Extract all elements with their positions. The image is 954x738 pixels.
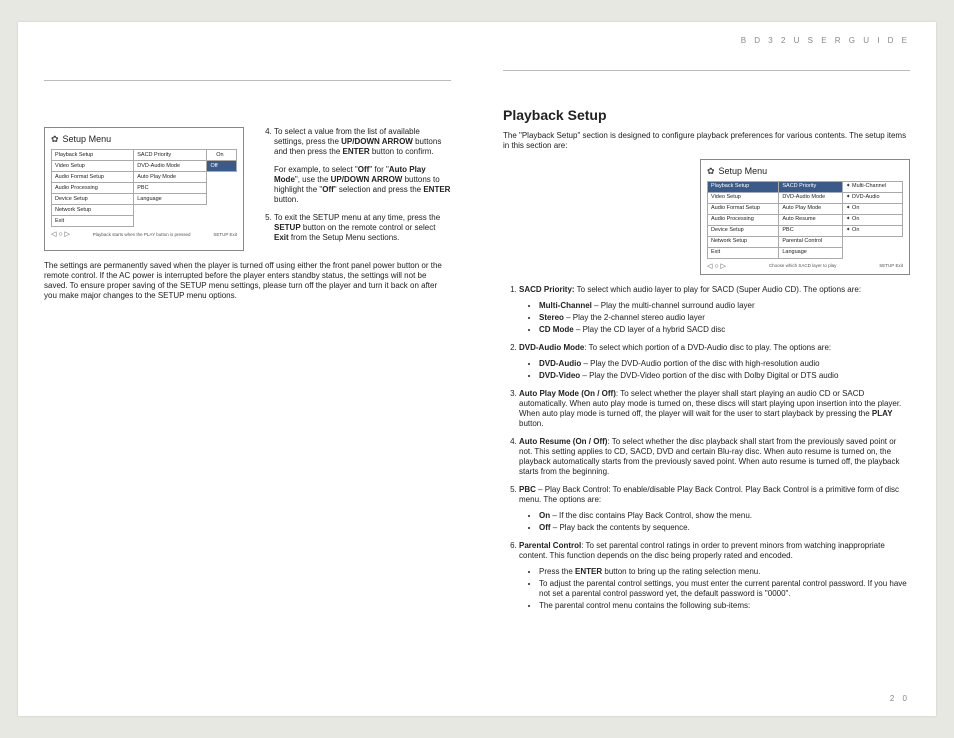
page-spread: ✿ Setup Menu Playback SetupSACD Priority… xyxy=(18,22,936,716)
menu-table: Playback SetupSACD Priority✦ Multi-Chann… xyxy=(707,181,903,259)
item-pbc: PBC – Play Back Control: To enable/disab… xyxy=(519,485,910,533)
steps-list: To select a value from the list of avail… xyxy=(258,127,451,251)
setup-menu-box-left: ✿ Setup Menu Playback SetupSACD Priority… xyxy=(44,127,244,251)
setup-menu-box-right: ✿ Setup Menu Playback SetupSACD Priority… xyxy=(700,159,910,275)
item-autoplay: Auto Play Mode (On / Off): To select whe… xyxy=(519,389,910,429)
step-5: To exit the SETUP menu at any time, pres… xyxy=(274,213,451,243)
dpad-icon: ◁ ○ ▷ xyxy=(707,263,726,270)
menu-title: Setup Menu xyxy=(719,166,768,177)
left-page: ✿ Setup Menu Playback SetupSACD Priority… xyxy=(18,22,477,716)
item-autoresume: Auto Resume (On / Off): To select whethe… xyxy=(519,437,910,477)
rule xyxy=(44,80,451,81)
rule xyxy=(503,70,910,71)
item-parental: Parental Control: To set parental contro… xyxy=(519,541,910,611)
item-dvdaudio: DVD-Audio Mode: To select which portion … xyxy=(519,343,910,381)
menu-hint: Playback starts when the PLAY button is … xyxy=(93,232,191,238)
menu-exit: SETUP Exit xyxy=(879,263,903,269)
menu-title: Setup Menu xyxy=(63,134,112,145)
gear-icon: ✿ xyxy=(707,166,715,177)
page-header: B D 3 2 U S E R G U I D E xyxy=(741,36,910,46)
menu-hint: Choose which SACD layer to play xyxy=(769,263,837,269)
menu-exit: SETUP Exit xyxy=(213,232,237,238)
menu-table: Playback SetupSACD Priority✓ On Video Se… xyxy=(51,149,237,227)
right-page: B D 3 2 U S E R G U I D E Playback Setup… xyxy=(477,22,936,716)
section-title: Playback Setup xyxy=(503,107,910,125)
dpad-icon: ◁ ○ ▷ xyxy=(51,231,70,238)
options-list: SACD Priority: To select which audio lay… xyxy=(503,285,910,611)
settings-note: The settings are permanently saved when … xyxy=(44,261,451,301)
item-sacd: SACD Priority: To select which audio lay… xyxy=(519,285,910,335)
gear-icon: ✿ xyxy=(51,134,59,145)
page-number: 2 0 xyxy=(890,694,910,704)
section-intro: The "Playback Setup" section is designed… xyxy=(503,131,910,151)
step-4: To select a value from the list of avail… xyxy=(274,127,451,205)
